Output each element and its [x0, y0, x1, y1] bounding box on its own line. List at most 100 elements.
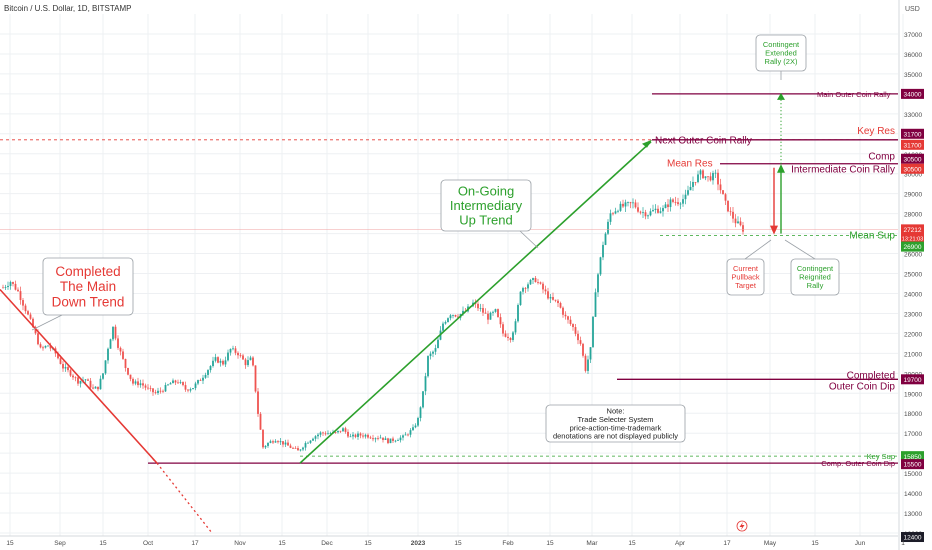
price-tick-label: 14000	[904, 491, 922, 498]
tag-31700-a-bg	[901, 128, 924, 139]
candle-body	[89, 380, 92, 388]
price-axis[interactable]: 1200013000140001500016000170001800019000…	[898, 0, 924, 550]
candle-body	[659, 211, 662, 213]
time-tick-label: 15	[811, 540, 819, 547]
candle-body	[404, 434, 407, 436]
candle-body	[559, 303, 562, 308]
candle-body	[122, 351, 124, 359]
candle-body	[427, 356, 429, 377]
candle-body	[639, 211, 642, 213]
time-tick-label: 15	[364, 540, 372, 547]
candle-body	[519, 291, 522, 305]
candle-body	[124, 358, 127, 369]
tag-15500-bg	[901, 459, 924, 470]
tag-15500-text: 15500	[903, 462, 921, 469]
up-trend-arrowhead	[642, 139, 652, 148]
ongoing-up-trend-callout-box	[440, 179, 532, 232]
candle-body	[232, 348, 234, 350]
candle-body	[117, 338, 119, 348]
candle-body	[307, 442, 309, 444]
candle-body	[397, 440, 399, 441]
candle-body	[367, 434, 369, 438]
candle-body	[489, 312, 492, 320]
candle-body	[349, 436, 352, 438]
candle-body	[412, 427, 414, 431]
down-trend-line	[0, 288, 158, 464]
candle-body	[642, 212, 644, 214]
candle-body	[187, 389, 189, 391]
candle-body	[262, 429, 264, 448]
candle-body	[539, 282, 542, 284]
next-outer-label: Next Outer Coin Rally	[655, 135, 752, 146]
candle-body	[492, 311, 494, 313]
candle-body	[329, 433, 332, 435]
tag-19700-text: 19700	[903, 377, 921, 384]
candle-body	[267, 442, 269, 446]
candle-body	[284, 442, 287, 445]
candle-body	[654, 208, 657, 211]
candle-body	[159, 390, 162, 392]
candle-body	[174, 380, 177, 383]
candle-body	[512, 332, 514, 340]
candle-body	[147, 387, 149, 389]
candle-body	[689, 186, 692, 191]
candle-body	[189, 389, 192, 391]
candle-body	[637, 207, 639, 212]
candle-body	[104, 360, 107, 374]
candle-body	[674, 201, 677, 203]
time-tick-label: 15	[99, 540, 107, 547]
completed-down-trend-callout-pointer	[31, 314, 63, 331]
candle-body	[547, 291, 549, 299]
candle-body	[272, 441, 274, 443]
tag-30500-b-text: 30500	[903, 166, 921, 173]
candle-body	[527, 284, 529, 289]
candle-body	[274, 441, 277, 443]
intermediate-label: Intermediate Coin Rally	[791, 165, 895, 176]
candle-body	[742, 225, 744, 232]
candle-body	[32, 318, 34, 328]
candle-body	[12, 282, 14, 284]
price-tick-label: 35000	[904, 72, 922, 79]
candle-body	[504, 333, 507, 337]
tag-current-text: 27212	[903, 227, 921, 234]
candle-body	[499, 317, 502, 325]
candle-body	[322, 432, 324, 434]
candle-body	[99, 378, 102, 390]
price-tick-label: 26000	[904, 252, 922, 259]
candle-body	[607, 221, 609, 234]
candle-body	[29, 314, 32, 319]
candle-body	[239, 355, 242, 357]
candle-body	[62, 363, 64, 369]
candle-body	[549, 297, 552, 299]
tag-34000-bg	[901, 88, 924, 99]
candles	[2, 168, 744, 452]
candle-body	[224, 360, 227, 365]
candle-body	[679, 203, 682, 205]
candle-body	[534, 278, 537, 283]
candle-body	[524, 288, 527, 289]
candle-body	[109, 339, 112, 349]
candle-body	[97, 386, 99, 390]
candle-body	[647, 215, 649, 217]
time-axis[interactable]: 15 Sep 15 Oct 17 Nov 15 Dec 15 2023 15 Feb 15 Mar 15 Ap…	[0, 535, 905, 547]
candle-body	[92, 387, 94, 389]
candle-body	[609, 213, 612, 222]
candle-body	[137, 381, 139, 386]
completed-dip-label: Completed Outer Coin Dip	[829, 370, 896, 392]
current-pullback-callout-pointer	[744, 239, 772, 260]
candle-body	[139, 383, 142, 386]
tag-30500-a-bg	[901, 153, 924, 164]
tag-31700-b-bg	[901, 139, 924, 150]
time-tick-label: Nov	[234, 540, 246, 547]
candle-body	[287, 442, 289, 446]
tag-26900-bg	[901, 241, 924, 252]
candle-body	[342, 428, 344, 432]
candle-body	[132, 378, 134, 384]
candle-body	[312, 438, 314, 441]
candle-body	[572, 324, 574, 328]
candle-body	[702, 170, 704, 179]
key-sup-label: Key Sup	[867, 452, 895, 461]
candle-body	[72, 375, 74, 378]
time-tick-label: 2023	[411, 540, 426, 547]
candle-body	[49, 345, 52, 349]
